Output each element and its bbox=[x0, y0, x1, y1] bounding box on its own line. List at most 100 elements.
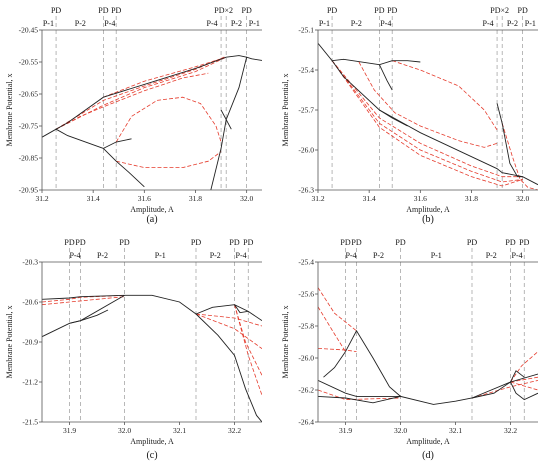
stable-branch bbox=[510, 370, 525, 383]
x-tick-label: 31.2 bbox=[35, 194, 48, 203]
stable-branch bbox=[195, 313, 262, 422]
stable-branch bbox=[331, 60, 538, 186]
stable-branch bbox=[471, 381, 538, 401]
pd-label: PD bbox=[467, 238, 477, 247]
y-tick-label: -25.4 bbox=[298, 258, 314, 267]
pd-label: PD bbox=[191, 238, 201, 247]
chart-panel: 31.2 31.4 31.6 31.8 32.0 -20.95 -20.85 -20.75 -2… bbox=[5, 6, 262, 225]
x-tick-label: 31.9 bbox=[339, 426, 352, 435]
y-tick-label: -20.65 bbox=[19, 90, 39, 99]
regime-label: P-4 bbox=[483, 19, 494, 28]
pd-label: PD bbox=[374, 6, 384, 15]
stable-branch bbox=[103, 148, 145, 188]
y-tick-label: -20.55 bbox=[19, 58, 39, 67]
regime-label: P-4 bbox=[380, 19, 391, 28]
y-tick-label: -26.3 bbox=[298, 186, 314, 195]
stable-branch bbox=[220, 109, 232, 130]
stable-branch bbox=[195, 304, 262, 322]
unstable-branch bbox=[55, 55, 227, 130]
unstable-branch bbox=[358, 61, 498, 148]
pd-label: PD bbox=[51, 6, 61, 15]
chart-panel: 31.9 32.0 32.1 32.2 -26.4 -26.2 -26.0 -25.8 -25.… bbox=[281, 238, 538, 461]
unstable-branch bbox=[42, 296, 125, 306]
stable-branch bbox=[42, 294, 125, 338]
pd-label: PD bbox=[327, 6, 337, 15]
x-tick-label: 32.1 bbox=[449, 426, 462, 435]
x-tick-label: 31.2 bbox=[311, 194, 324, 203]
unstable-branch bbox=[510, 351, 538, 383]
pd-label: PD bbox=[395, 238, 405, 247]
unstable-branch bbox=[55, 72, 209, 130]
regime-label: P-1 bbox=[319, 19, 330, 28]
y-tick-label: -26.0 bbox=[298, 354, 314, 363]
unstable-branch bbox=[318, 287, 357, 332]
regime-label: P-2 bbox=[97, 251, 108, 260]
y-tick-label: -20.95 bbox=[19, 186, 39, 195]
panel-label: (b) bbox=[422, 214, 434, 225]
chart-panel: 31.9 32.0 32.1 32.2 -21.5 -21.2 -20.9 -20.6 -20.… bbox=[5, 238, 262, 461]
regime-label: P-2 bbox=[373, 251, 384, 260]
x-tick-label: 32.0 bbox=[240, 194, 253, 203]
unstable-branch bbox=[195, 313, 262, 327]
pd-label: PD bbox=[229, 238, 239, 247]
unstable-branch bbox=[471, 380, 538, 399]
x-axis-label: Amplitude, A bbox=[130, 205, 174, 214]
y-tick-label: -20.45 bbox=[19, 26, 39, 35]
stable-branch bbox=[379, 109, 408, 127]
regime-label: P-1 bbox=[431, 251, 442, 260]
pd-label: PD bbox=[243, 238, 253, 247]
pd-label: PD bbox=[111, 6, 121, 15]
unstable-branch bbox=[116, 151, 222, 168]
y-tick-label: -26.2 bbox=[298, 386, 314, 395]
unstable-branch bbox=[318, 348, 357, 352]
regime-label: P-2 bbox=[75, 19, 86, 28]
unstable-branch bbox=[331, 60, 523, 183]
regime-label: P-1 bbox=[155, 251, 166, 260]
pd-label: PD×2 bbox=[214, 6, 233, 15]
stable-branch bbox=[318, 379, 401, 397]
regime-label: P-2 bbox=[351, 19, 362, 28]
regime-label: P-4 bbox=[236, 251, 247, 260]
pd-label: PD bbox=[505, 238, 515, 247]
stable-branch bbox=[55, 128, 104, 149]
regime-label: P-2 bbox=[507, 19, 518, 28]
x-tick-label: 31.6 bbox=[414, 194, 427, 203]
x-tick-label: 31.4 bbox=[363, 194, 376, 203]
stable-branch bbox=[318, 43, 393, 66]
stable-branch bbox=[345, 329, 401, 397]
x-tick-label: 31.6 bbox=[138, 194, 151, 203]
stable-branch bbox=[392, 60, 421, 63]
y-tick-label: -21.5 bbox=[22, 418, 38, 427]
x-tick-label: 32.2 bbox=[228, 426, 241, 435]
pd-label: PD bbox=[119, 238, 129, 247]
pd-label: PD bbox=[351, 238, 361, 247]
regime-label: P-4 bbox=[69, 251, 80, 260]
y-tick-label: -25.6 bbox=[298, 290, 314, 299]
unstable-branch bbox=[115, 96, 222, 143]
stable-branch bbox=[234, 304, 249, 314]
stable-branch bbox=[69, 309, 109, 324]
y-tick-label: -20.6 bbox=[22, 298, 38, 307]
x-axis-label: Amplitude, A bbox=[130, 437, 174, 446]
unstable-branch bbox=[510, 376, 538, 383]
x-tick-label: 31.9 bbox=[63, 426, 76, 435]
pd-label: PD bbox=[518, 6, 528, 15]
x-tick-label: 32.0 bbox=[394, 426, 407, 435]
panel-label: (c) bbox=[146, 450, 157, 461]
x-tick-label: 31.8 bbox=[189, 194, 202, 203]
unstable-branch bbox=[318, 306, 346, 352]
y-tick-label: -25.4 bbox=[298, 66, 314, 75]
regime-label: P-2 bbox=[210, 251, 221, 260]
unstable-branch bbox=[510, 381, 538, 391]
y-tick-label: -25.1 bbox=[298, 26, 314, 35]
y-axis-label: Membrane Potential, x bbox=[281, 73, 290, 146]
unstable-branch bbox=[195, 313, 262, 349]
pd-label: PD bbox=[387, 6, 397, 15]
pd-label: PD bbox=[242, 6, 252, 15]
y-tick-label: -20.85 bbox=[19, 154, 39, 163]
regime-label: P-4 bbox=[345, 251, 356, 260]
stable-branch bbox=[496, 103, 523, 178]
x-tick-label: 31.4 bbox=[87, 194, 100, 203]
unstable-branch bbox=[501, 123, 538, 190]
